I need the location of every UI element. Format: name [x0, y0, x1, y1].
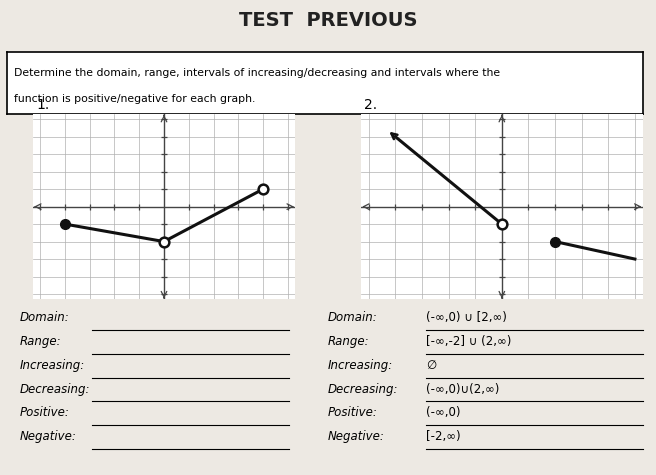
Text: Negative:: Negative: [328, 430, 385, 443]
Text: Positive:: Positive: [20, 407, 70, 419]
Text: Range:: Range: [328, 335, 369, 348]
Text: 1.: 1. [36, 98, 49, 112]
Text: [-∞,-2] ∪ (2,∞): [-∞,-2] ∪ (2,∞) [426, 335, 512, 348]
Text: (-∞,0)∪(2,∞): (-∞,0)∪(2,∞) [426, 383, 500, 396]
Text: Increasing:: Increasing: [328, 359, 393, 372]
Text: Positive:: Positive: [328, 407, 378, 419]
Text: (-∞,0): (-∞,0) [426, 407, 461, 419]
Text: Negative:: Negative: [20, 430, 77, 443]
Text: (-∞,0) ∪ [2,∞): (-∞,0) ∪ [2,∞) [426, 312, 507, 324]
Text: Range:: Range: [20, 335, 61, 348]
Text: Decreasing:: Decreasing: [20, 383, 90, 396]
Text: ∅: ∅ [426, 359, 437, 372]
Text: function is positive/negative for each graph.: function is positive/negative for each g… [14, 94, 256, 104]
Text: [-2,∞): [-2,∞) [426, 430, 461, 443]
Text: TEST  PREVIOUS: TEST PREVIOUS [239, 11, 417, 30]
Text: Decreasing:: Decreasing: [328, 383, 398, 396]
Text: Domain:: Domain: [20, 312, 70, 324]
Text: Determine the domain, range, intervals of increasing/decreasing and intervals wh: Determine the domain, range, intervals o… [14, 68, 501, 78]
Text: 2.: 2. [364, 98, 377, 112]
Text: Increasing:: Increasing: [20, 359, 85, 372]
Text: Domain:: Domain: [328, 312, 378, 324]
